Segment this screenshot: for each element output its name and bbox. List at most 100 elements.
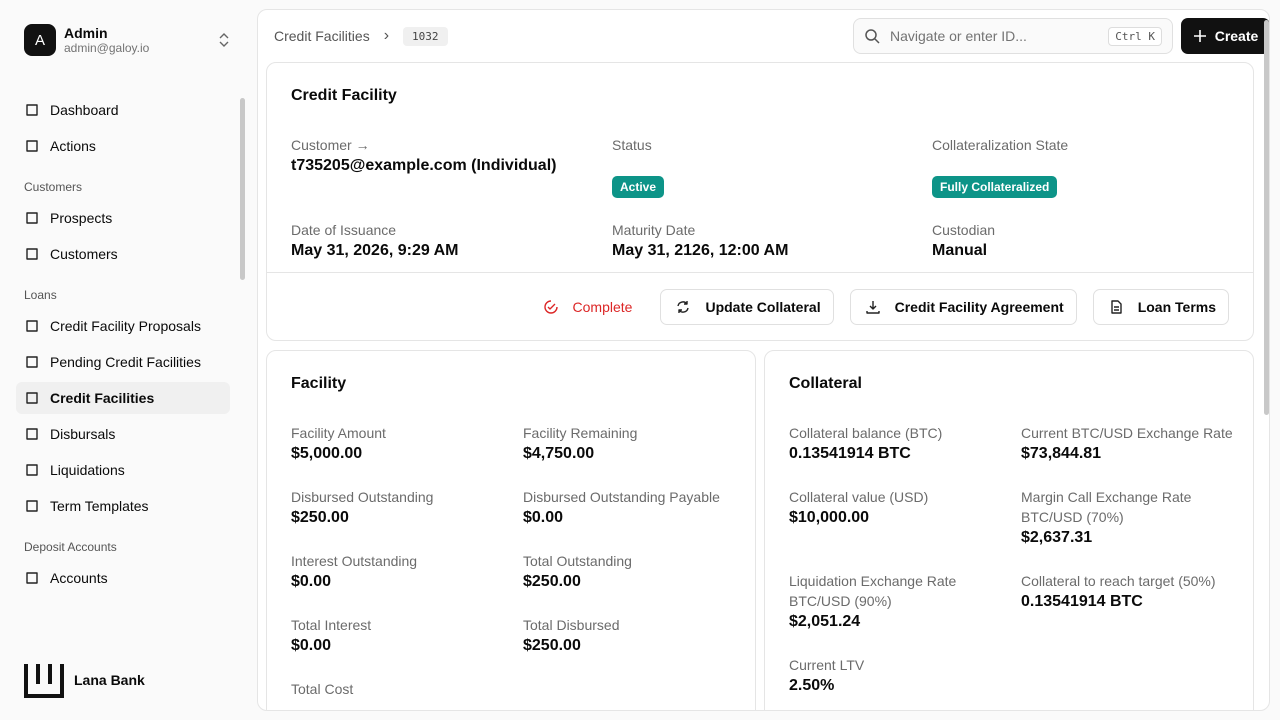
nav-item[interactable]: Credit Facility Proposals [16, 310, 230, 342]
card-title: Credit Facility [291, 87, 397, 104]
collateral-card: Collateral Collateral balance (BTC) 0.135… [764, 350, 1254, 710]
plus [1193, 30, 1206, 42]
field-value: $2,637.31 [1021, 529, 1093, 546]
action-button[interactable]: Loan Terms [1092, 288, 1229, 325]
breadcrumb[interactable]: Credit Facilities [274, 28, 370, 44]
field-label: Collateral to reach target (50%) [1021, 573, 1216, 589]
main: Credit Facilities › 1032 Navigate or ent… [257, 9, 1270, 711]
field-value: Manual [932, 242, 988, 259]
scrollbar [1264, 20, 1269, 415]
field-label: Collateralization State [932, 137, 1069, 153]
nav-item[interactable]: Liquidations [16, 454, 230, 486]
create-label: Create [1214, 28, 1259, 44]
field-label: Disbursed Outstanding Payable [523, 489, 720, 505]
scrollbar [240, 98, 245, 280]
chevron [219, 33, 229, 47]
field-value: $0.00 [523, 509, 564, 526]
field-value: $250.00 [523, 573, 581, 590]
details-grid: Customer → t735205@example.com (Individua… [291, 135, 1232, 262]
field-value: $0.00 [291, 637, 332, 654]
icon [26, 500, 38, 512]
icon [26, 140, 38, 152]
logo [24, 664, 64, 698]
field-value: 0.13541914 BTC [1021, 593, 1143, 610]
field: Collateral value (USD) $10,000.00 [789, 487, 1021, 549]
field-label: Collateral balance (BTC) [789, 425, 943, 441]
facility-card: Facility Facility Amount $5,000.00 Facilit… [266, 350, 756, 710]
brand: Lana Bank [24, 662, 145, 698]
search[interactable]: Navigate or enter ID... Ctrl K [853, 18, 1173, 54]
actions: Complete Update Collateral Credit Facility… [267, 272, 1253, 340]
nav-item[interactable]: Disbursals [16, 418, 230, 450]
field: Collateralization State Fully Collaterali… [932, 135, 1232, 198]
field-label: Customer → [291, 137, 370, 153]
create-button[interactable]: Create [1181, 18, 1269, 54]
field-value: May 31, 2026, 9:29 AM [291, 242, 459, 259]
nav-label: Term Templates [50, 498, 149, 514]
action-label: Complete [572, 298, 633, 315]
field-value: $250.00 [523, 637, 581, 654]
icon [26, 320, 38, 332]
nav-label: Actions [50, 138, 96, 154]
separator: › [383, 27, 390, 44]
facility-grid: Facility Amount $5,000.00 Facility Remaini… [291, 423, 743, 699]
nav-item[interactable]: Prospects [16, 202, 230, 234]
field-label: Current BTC/USD Exchange Rate [1021, 425, 1233, 441]
collateral-grid: Collateral balance (BTC) 0.13541914 BTC Cu… [789, 423, 1237, 697]
field: Total Cost [291, 679, 523, 699]
nav-item[interactable]: Customers [16, 238, 230, 270]
field: Current BTC/USD Exchange Rate $73,844.81 [1021, 423, 1237, 465]
arrow: → [351, 137, 370, 153]
field-label: Liquidation Exchange Rate BTC/USD (90%) [789, 573, 957, 609]
card-title: Facility [291, 375, 347, 392]
search-placeholder: Navigate or enter ID... [890, 28, 1027, 44]
action-button[interactable]: Update Collateral [660, 288, 834, 325]
user-email: admin@galoy.io [64, 41, 150, 55]
field-label: Total Interest [291, 617, 372, 633]
nav-label: Credit Facility Proposals [50, 318, 201, 334]
field-value: $0.00 [291, 573, 332, 590]
nav-item[interactable]: Accounts [16, 562, 230, 594]
field-label: Disbursed Outstanding [291, 489, 434, 505]
action-button[interactable]: Credit Facility Agreement [849, 288, 1077, 325]
field-label: Total Disbursed [523, 617, 620, 633]
nav-label: Prospects [50, 210, 113, 226]
details-card: Credit Facility Customer → t735205@exampl… [266, 62, 1254, 341]
action-label: Credit Facility Agreement [894, 298, 1064, 315]
nav: Dashboard Actions Customers Prospects Custom… [16, 94, 230, 598]
field-value: t735205@example.com (Individual) [291, 157, 557, 174]
nav-label: Credit Facilities [50, 390, 155, 406]
icon [543, 299, 558, 314]
field-label: Date of Issuance [291, 222, 397, 238]
nav-label: Dashboard [50, 102, 119, 118]
field: Disbursed Outstanding Payable $0.00 [523, 487, 743, 529]
field-label: Margin Call Exchange Rate BTC/USD (70%) [1021, 489, 1192, 525]
field: Maturity Date May 31, 2126, 12:00 AM [612, 220, 932, 262]
avatar: A [24, 24, 56, 56]
field-label: Collateral value (USD) [789, 489, 929, 505]
user-menu[interactable]: A Admin admin@galoy.io [24, 24, 149, 56]
icon [26, 572, 38, 584]
field: Customer → t735205@example.com (Individua… [291, 135, 612, 198]
icon [26, 392, 38, 404]
search-icon [865, 29, 880, 44]
field-value: $4,750.00 [523, 445, 595, 462]
field-value: 2.50% [789, 677, 835, 694]
status-badge: Active [612, 176, 665, 198]
field-label: Facility Remaining [523, 425, 638, 441]
field: Collateral to reach target (50%) 0.135419… [1021, 571, 1237, 633]
nav-item[interactable]: Pending Credit Facilities [16, 346, 230, 378]
icon [26, 428, 38, 440]
nav-label: Customers [50, 246, 118, 262]
nav-item[interactable]: Term Templates [16, 490, 230, 522]
field-label: Status [612, 137, 652, 153]
nav-item[interactable]: Actions [16, 130, 230, 162]
field: Disbursed Outstanding $250.00 [291, 487, 523, 529]
nav-item[interactable]: Dashboard [16, 94, 230, 126]
nav-label: Pending Credit Facilities [50, 354, 201, 370]
nav-label: Accounts [50, 570, 108, 586]
status-badge: Fully Collateralized [932, 176, 1058, 198]
icon [26, 104, 38, 116]
action-button[interactable]: Complete [531, 289, 645, 325]
nav-item[interactable]: Credit Facilities [16, 382, 230, 414]
